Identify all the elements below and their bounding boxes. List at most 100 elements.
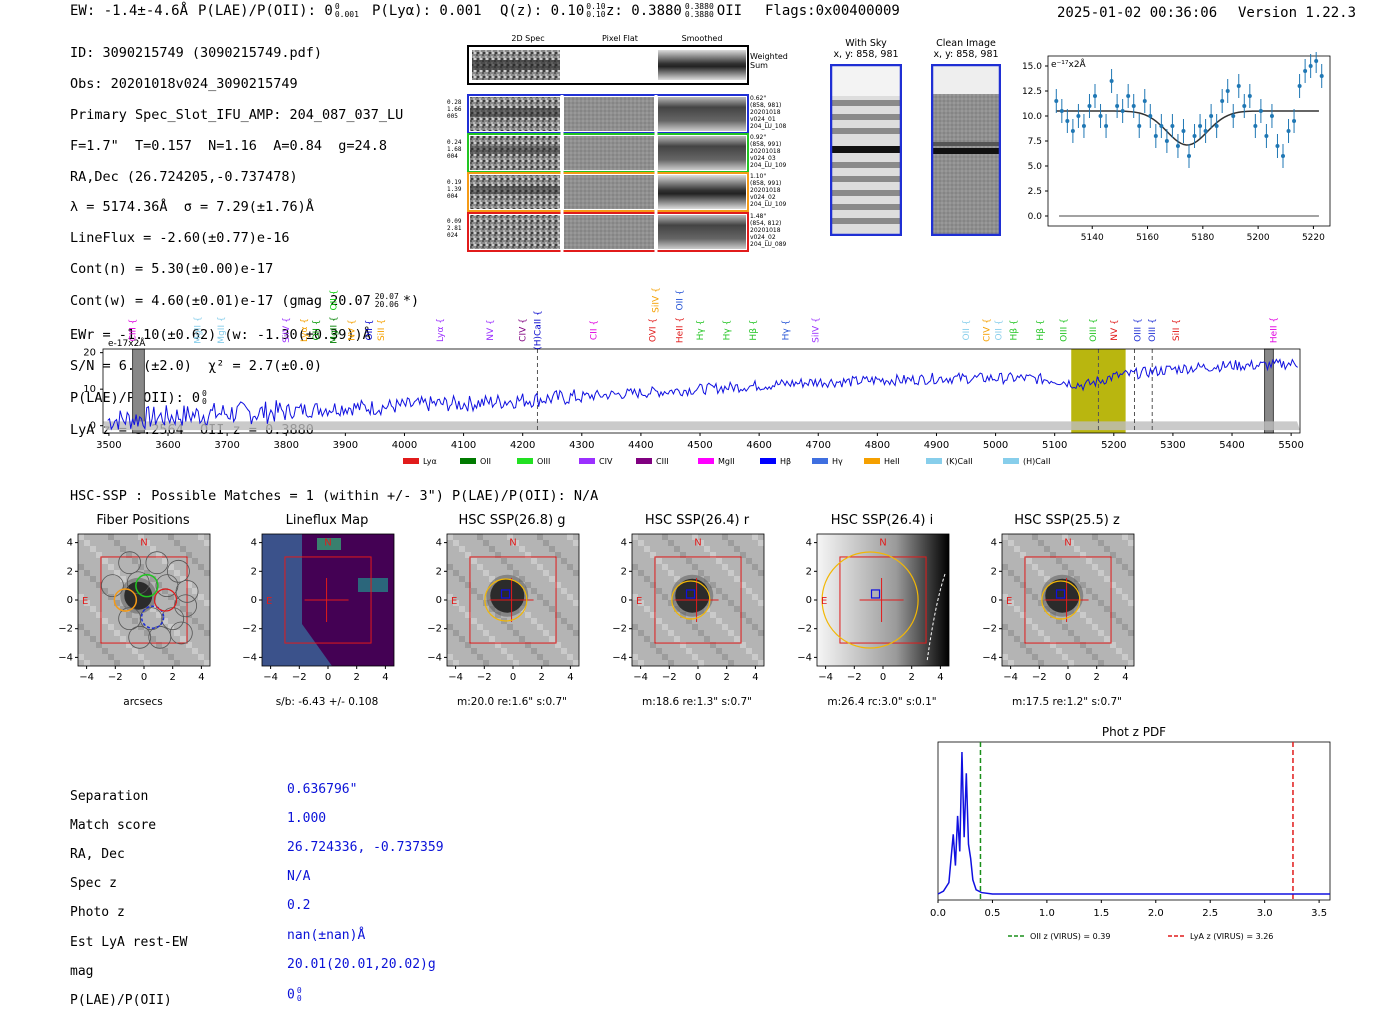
noise-pixel xyxy=(447,654,453,660)
noise-pixel xyxy=(1002,594,1008,600)
legend-swatch xyxy=(517,458,533,464)
zoom-point xyxy=(1126,94,1131,98)
noise-pixel xyxy=(549,606,555,612)
match-label: Photo z xyxy=(70,905,125,921)
noise-pixel xyxy=(1062,534,1068,540)
noise-pixel xyxy=(453,660,459,666)
noise-pixel xyxy=(78,564,84,570)
noise-pixel xyxy=(465,582,471,588)
zoom-xtick-label: 5180 xyxy=(1191,233,1214,242)
noise-pixel xyxy=(204,660,210,666)
noise-pixel xyxy=(1080,612,1086,618)
noise-pixel xyxy=(1074,636,1080,642)
noise-pixel xyxy=(543,570,549,576)
hsc-ytick-label: −4 xyxy=(242,652,257,663)
noise-pixel xyxy=(150,576,156,582)
noise-pixel xyxy=(477,564,483,570)
noise-pixel xyxy=(662,654,668,660)
info-lineflux: LineFlux = -2.60(±0.77)e-16 xyxy=(70,230,290,247)
noise-pixel xyxy=(573,660,579,666)
line-id-label: Hβ { xyxy=(749,319,759,340)
noise-pixel xyxy=(567,624,573,630)
hsc-xtick-label: −2 xyxy=(847,672,862,683)
noise-pixel xyxy=(752,564,758,570)
noise-pixel xyxy=(1062,564,1068,570)
lineflux-blob xyxy=(358,578,388,592)
hsc-panel-caption: m:20.0 re:1.6" s:0.7" xyxy=(457,696,567,708)
hsc-xtick-label: 2 xyxy=(539,672,545,683)
line-id-label: OIII { xyxy=(1089,318,1099,342)
noise-pixel xyxy=(114,600,120,606)
noise-pixel xyxy=(1092,594,1098,600)
zoom-xtick-label: 5200 xyxy=(1247,233,1270,242)
hsc-xtick-label: −2 xyxy=(292,672,307,683)
noise-pixel xyxy=(1092,564,1098,570)
noise-pixel xyxy=(162,618,168,624)
east-label: E xyxy=(82,596,88,607)
noise-pixel xyxy=(1086,588,1092,594)
noise-pixel xyxy=(1032,534,1038,540)
noise-pixel xyxy=(656,618,662,624)
zoom-point xyxy=(1120,109,1125,113)
hsc-xtick-label: 2 xyxy=(1094,672,1100,683)
line-id-label: Lyα { xyxy=(300,318,310,342)
match-label: P(LAE)/P(OII) xyxy=(70,992,172,1008)
line-id-label: CIV { xyxy=(983,318,993,342)
legend-swatch xyxy=(760,458,776,464)
north-label: N xyxy=(1064,537,1071,548)
noise-pixel xyxy=(120,546,126,552)
noise-pixel xyxy=(531,588,537,594)
noise-pixel xyxy=(698,630,704,636)
noise-pixel xyxy=(144,570,150,576)
ellipse-aperture xyxy=(671,580,711,620)
source-halo xyxy=(120,577,157,614)
header-ew: EW: -1.4±-4.6Å xyxy=(70,3,189,19)
noise-pixel xyxy=(537,654,543,660)
noise-pixel xyxy=(734,576,740,582)
noise-pixel xyxy=(495,642,501,648)
line-id-label: OII { xyxy=(675,290,685,311)
zoom-point xyxy=(1170,124,1175,128)
noise-pixel xyxy=(644,636,650,642)
spec-xtick-label: 4900 xyxy=(924,440,949,451)
noise-pixel xyxy=(1038,540,1044,546)
noise-pixel xyxy=(674,546,680,552)
noise-pixel xyxy=(96,582,102,588)
noise-pixel xyxy=(1128,540,1134,546)
zoom-point xyxy=(1220,99,1225,103)
hsc-xtick-label: 4 xyxy=(198,672,204,683)
noise-pixel xyxy=(543,660,549,666)
noise-pixel xyxy=(656,648,662,654)
noise-pixel xyxy=(459,546,465,552)
noise-pixel xyxy=(722,594,728,600)
noise-pixel xyxy=(471,558,477,564)
match-label: Match score xyxy=(70,817,157,833)
hsc-ytick-label: 4 xyxy=(67,538,73,549)
hsc-panel-title: HSC SSP(26.4) i xyxy=(830,513,934,528)
noise-pixel xyxy=(734,546,740,552)
legend-swatch xyxy=(460,458,476,464)
legend-label: (H)CaII xyxy=(1023,457,1050,466)
noise-pixel xyxy=(1002,624,1008,630)
noise-pixel xyxy=(507,654,513,660)
hsc-ytick-label: −4 xyxy=(797,652,812,663)
noise-pixel xyxy=(90,636,96,642)
hsc-ytick-label: −2 xyxy=(427,624,442,635)
with-sky-title: With Sky x, y: 858, 981 xyxy=(833,38,899,60)
noise-pixel xyxy=(573,630,579,636)
noise-pixel xyxy=(114,660,120,666)
pdf-xtick-label: 0.5 xyxy=(984,908,1000,919)
spec-xtick-label: 5300 xyxy=(1160,440,1185,451)
noise-pixel xyxy=(525,642,531,648)
noise-pixel xyxy=(692,564,698,570)
noise-pixel xyxy=(150,546,156,552)
weighted-sum-label: Weighted Sum xyxy=(750,52,788,70)
line-id-label: MgII { xyxy=(217,316,227,343)
noise-pixel xyxy=(638,630,644,636)
line-id-label: HeII { xyxy=(1269,317,1279,343)
header-version: Version 1.22.3 xyxy=(1238,5,1357,21)
zoom-xtick-label: 5220 xyxy=(1302,233,1325,242)
noise-pixel xyxy=(692,654,698,660)
